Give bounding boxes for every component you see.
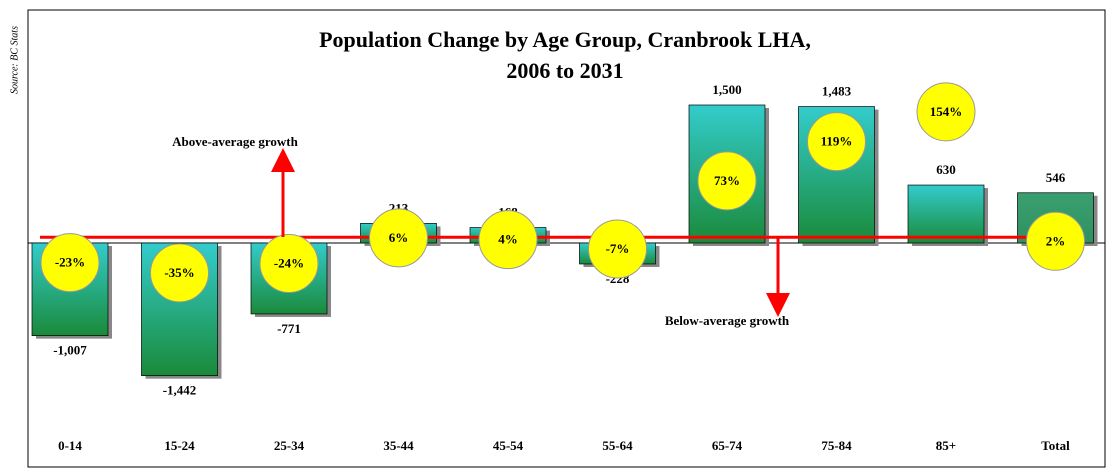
chart-border — [27, 9, 1106, 468]
data-label: 1,500 — [712, 82, 741, 97]
chart-title: 2006 to 2031 — [506, 58, 623, 83]
x-tick-label: 35-44 — [383, 438, 414, 453]
annotation: Below-average growth — [665, 313, 790, 328]
percent-label: 119% — [821, 134, 853, 149]
percent-bubble — [807, 112, 866, 172]
percent-bubble — [369, 208, 428, 268]
data-label: 630 — [936, 162, 956, 177]
annotation: Above-average growth — [172, 134, 299, 149]
x-tick-label: 0-14 — [58, 438, 82, 453]
data-label: 546 — [1046, 170, 1066, 185]
percent-bubble — [588, 219, 647, 279]
percent-bubble — [916, 82, 976, 142]
percent-bubble — [1026, 211, 1085, 271]
chart-title: Population Change by Age Group, Cranbroo… — [319, 27, 811, 52]
bar — [907, 184, 985, 244]
data-label: -771 — [277, 321, 301, 336]
percent-label: 4% — [498, 232, 518, 247]
percent-label: 6% — [389, 230, 409, 245]
percent-label: -23% — [55, 255, 85, 270]
percent-label: 73% — [714, 173, 740, 188]
x-tick-label: 85+ — [936, 438, 956, 453]
data-label: 1,483 — [822, 84, 852, 99]
percent-bubble — [259, 233, 319, 293]
source: Source: BC Stats — [9, 26, 20, 94]
percent-bubble — [150, 243, 209, 303]
percent-bubble — [478, 210, 538, 270]
x-tick-label: 45-54 — [493, 438, 524, 453]
percent-bubble — [40, 233, 100, 293]
x-tick-label: 25-34 — [274, 438, 305, 453]
percent-label: 2% — [1046, 233, 1066, 248]
x-tick-label: 65-74 — [712, 438, 743, 453]
x-tick-label: Total — [1041, 438, 1070, 453]
percent-label: -24% — [274, 255, 304, 270]
x-tick-label: 15-24 — [164, 438, 195, 453]
data-label: -1,007 — [53, 343, 87, 358]
data-label: -1,442 — [163, 383, 197, 398]
percent-label: -7% — [606, 241, 630, 256]
percent-bubble — [697, 151, 757, 211]
x-tick-label: 55-64 — [602, 438, 633, 453]
percent-label: -35% — [164, 265, 194, 280]
percent-label: 154% — [930, 104, 963, 119]
x-tick-label: 75-84 — [821, 438, 852, 453]
